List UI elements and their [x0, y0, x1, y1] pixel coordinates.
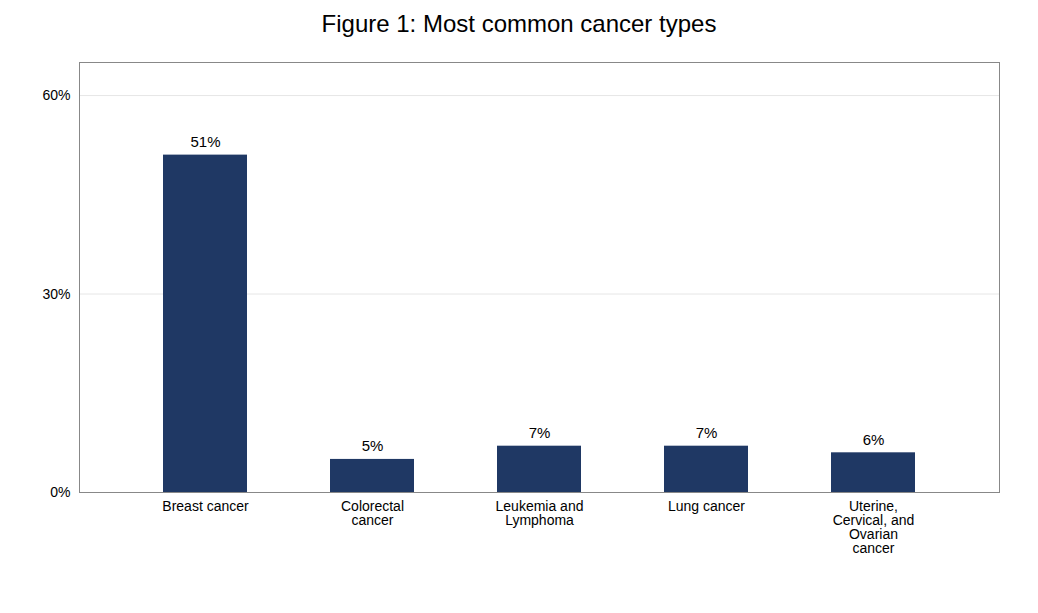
svg-text:Breast cancer: Breast cancer	[162, 498, 249, 514]
svg-text:7%: 7%	[529, 424, 551, 441]
svg-text:Leukemia andLymphoma: Leukemia andLymphoma	[496, 498, 584, 528]
svg-text:60%: 60%	[42, 87, 70, 103]
svg-text:Colorectalcancer: Colorectalcancer	[341, 498, 404, 528]
svg-text:6%: 6%	[863, 431, 885, 448]
svg-text:Lung cancer: Lung cancer	[668, 498, 745, 514]
svg-text:51%: 51%	[190, 133, 220, 150]
svg-text:30%: 30%	[42, 286, 70, 302]
html-text:Figure 1: Most common cancer t: Figure 1: Most common cancer types	[321, 10, 717, 37]
svg-text:7%: 7%	[696, 424, 718, 441]
svg-text:5%: 5%	[362, 437, 384, 454]
svg-text:0%: 0%	[50, 484, 70, 500]
svg-text:Uterine,Cervical, andOvarianca: Uterine,Cervical, andOvariancancer	[833, 498, 915, 556]
